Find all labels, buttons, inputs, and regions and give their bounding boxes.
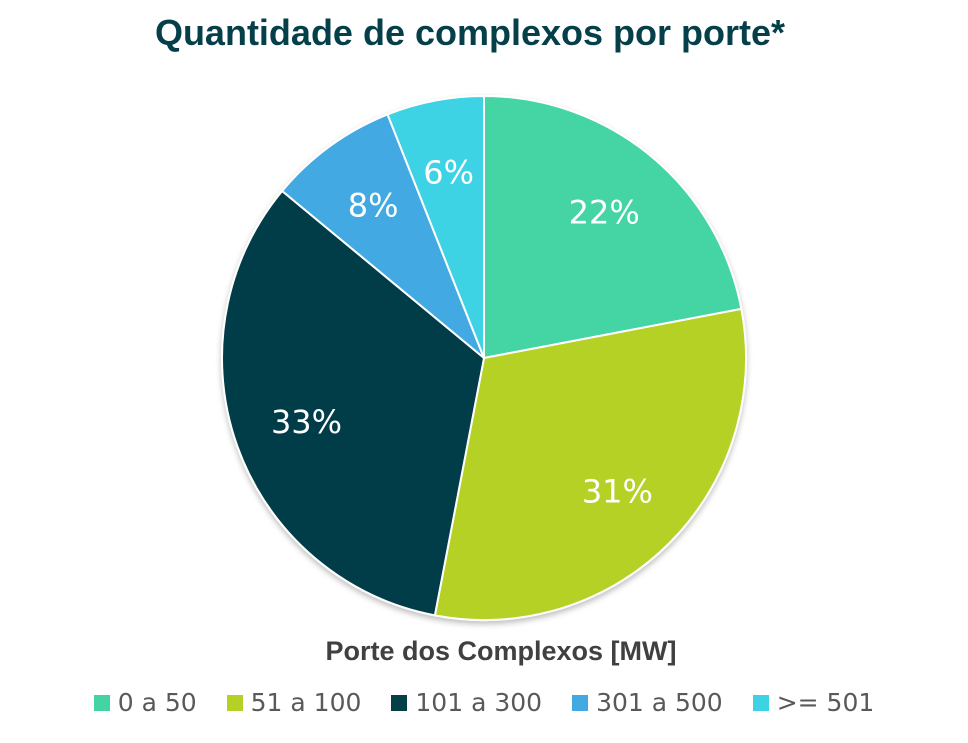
legend-label: 0 a 50 [117,688,197,717]
legend-label: >= 501 [776,688,875,717]
legend-item: >= 501 [752,688,875,717]
legend-item: 101 a 300 [391,688,542,717]
legend-label: 51 a 100 [250,688,362,717]
pie-slice [221,189,486,617]
slice-data-label: 6% [423,154,474,192]
chart-title: Quantidade de complexos por porte* [154,12,786,53]
pie-slice [483,94,743,360]
legend-label: 101 a 300 [415,688,543,717]
legend-swatch [93,694,110,711]
legend: 0 a 50 51 a 100 101 a 300 301 a 500 >= 501 [0,688,968,717]
legend-item: 301 a 500 [572,688,723,717]
legend-swatch [572,694,589,711]
legend-label: 301 a 500 [596,688,723,717]
pie-slice [280,113,485,359]
pie-slice [433,307,747,621]
slice-data-label: 8% [348,186,399,224]
legend-swatch [752,694,769,711]
legend-title: Porte dos Complexos [MW] [325,636,677,666]
slice-data-label: 22% [569,194,640,232]
slice-data-label: 33% [271,403,342,441]
pie-slice [386,94,485,359]
legend-item: 51 a 100 [226,688,362,717]
legend-swatch [226,694,243,711]
legend-swatch [391,694,408,711]
legend-item: 0 a 50 [93,688,197,717]
slice-data-label: 31% [582,472,653,510]
